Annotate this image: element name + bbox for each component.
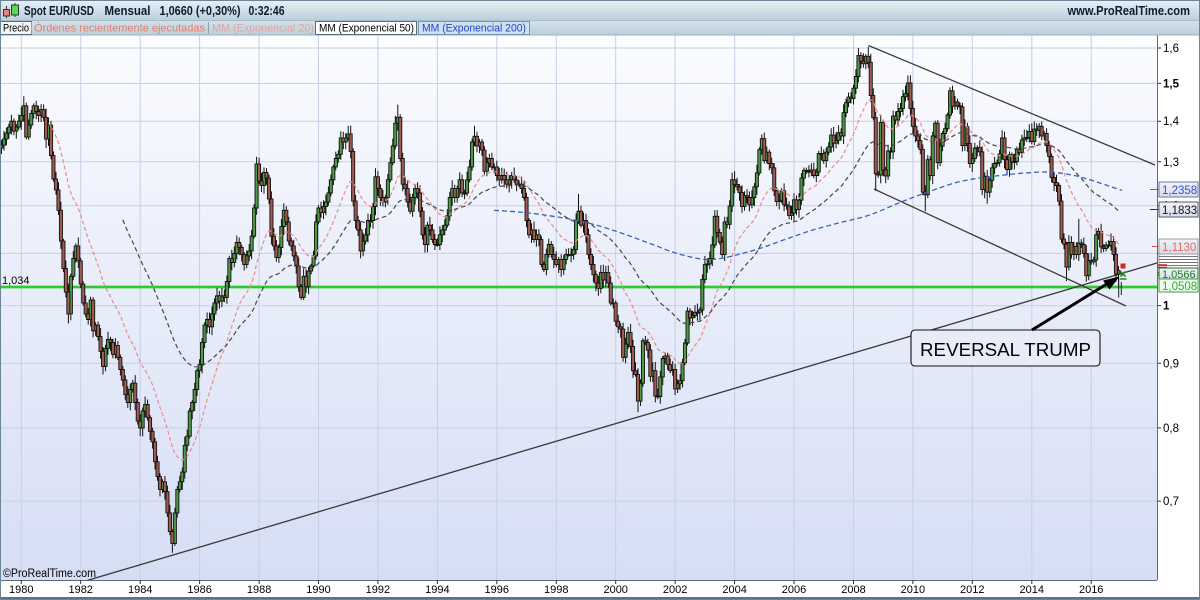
svg-text:1,1130: 1,1130 <box>1162 242 1196 254</box>
svg-text:0,8: 0,8 <box>1163 423 1179 435</box>
svg-text:1994: 1994 <box>425 584 449 596</box>
svg-text:0,7: 0,7 <box>1163 496 1179 508</box>
svg-text:2010: 2010 <box>901 584 925 596</box>
svg-text:MM (Exponencial 50): MM (Exponencial 50) <box>319 23 414 35</box>
svg-text:0,9: 0,9 <box>1163 358 1179 370</box>
svg-text:1980: 1980 <box>9 584 33 596</box>
svg-text:2002: 2002 <box>663 584 687 596</box>
svg-text:1,6: 1,6 <box>1163 43 1179 55</box>
svg-text:0:32:46: 0:32:46 <box>249 3 285 18</box>
svg-text:2012: 2012 <box>960 584 984 596</box>
svg-text:1: 1 <box>1163 301 1170 313</box>
svg-text:2006: 2006 <box>782 584 806 596</box>
svg-text:1982: 1982 <box>68 584 92 596</box>
svg-text:©ProRealTime.com: ©ProRealTime.com <box>3 568 96 580</box>
svg-text:REVERSAL TRUMP: REVERSAL TRUMP <box>920 340 1091 360</box>
svg-text:1998: 1998 <box>544 584 568 596</box>
svg-text:1986: 1986 <box>187 584 211 596</box>
svg-text:2000: 2000 <box>603 584 627 596</box>
svg-text:1,0566: 1,0566 <box>1162 269 1196 281</box>
svg-text:1990: 1990 <box>306 584 330 596</box>
svg-text:Mensual: Mensual <box>105 3 151 18</box>
svg-text:1996: 1996 <box>485 584 509 596</box>
svg-text:1,4: 1,4 <box>1163 116 1180 128</box>
svg-text:2008: 2008 <box>841 584 865 596</box>
svg-text:1,5: 1,5 <box>1163 78 1180 90</box>
svg-text:1992: 1992 <box>366 584 390 596</box>
svg-text:Órdenes recientemente ejecutad: Órdenes recientemente ejecutadas <box>34 22 205 35</box>
svg-text:Precio: Precio <box>3 23 29 35</box>
svg-text:MM (Exponencial 20): MM (Exponencial 20) <box>212 23 314 35</box>
svg-text:1,0660 (+0,30%): 1,0660 (+0,30%) <box>160 3 241 18</box>
svg-text:1,3: 1,3 <box>1163 157 1179 169</box>
svg-text:www.ProRealTime.com: www.ProRealTime.com <box>1067 3 1190 18</box>
svg-text:MM (Exponencial 200): MM (Exponencial 200) <box>422 23 526 35</box>
svg-text:1,034: 1,034 <box>2 275 30 287</box>
svg-text:Spot EUR/USD: Spot EUR/USD <box>24 3 94 18</box>
svg-text:1984: 1984 <box>128 584 152 596</box>
svg-text:2004: 2004 <box>722 584 746 596</box>
svg-text:1,1833: 1,1833 <box>1162 205 1197 217</box>
svg-text:2014: 2014 <box>1020 584 1044 596</box>
svg-text:2016: 2016 <box>1079 584 1103 596</box>
svg-text:1,2358: 1,2358 <box>1162 185 1197 197</box>
svg-text:1988: 1988 <box>247 584 271 596</box>
svg-text:1,0508: 1,0508 <box>1162 281 1197 293</box>
